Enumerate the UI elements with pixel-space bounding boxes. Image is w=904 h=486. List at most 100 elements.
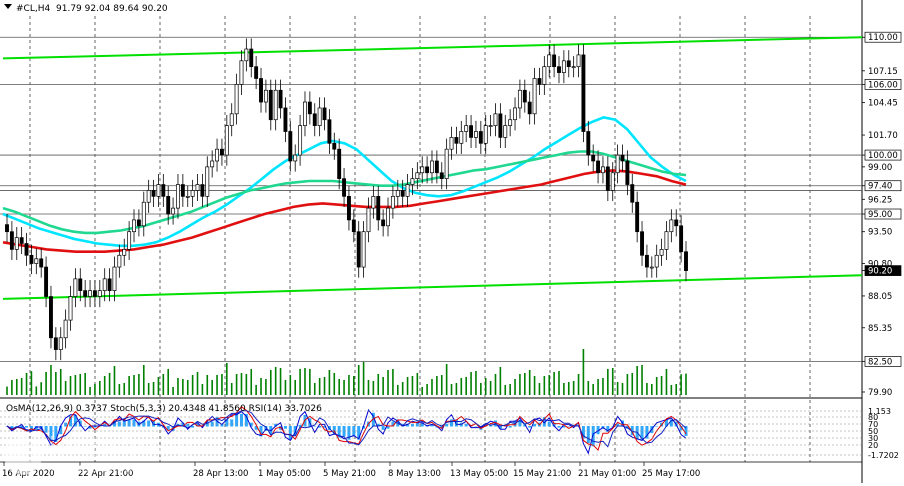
volume-bar <box>74 375 77 395</box>
osma-bar <box>83 426 87 427</box>
candle-body <box>532 78 537 115</box>
osma-bar <box>117 421 121 427</box>
volume-bar <box>216 375 218 395</box>
candle-body <box>591 154 596 162</box>
osma-bar <box>191 426 195 428</box>
osma-bar <box>669 419 673 427</box>
candle-body <box>654 254 659 268</box>
osma-bar <box>464 423 468 427</box>
price-tick-label: 93.50 <box>868 228 892 238</box>
volume-bar <box>519 374 521 395</box>
volume-bar <box>45 372 47 395</box>
volume-bar <box>20 378 23 395</box>
candle-body <box>132 219 136 233</box>
candle-body <box>669 219 674 233</box>
volume-bar <box>274 367 277 395</box>
volume-bar <box>118 384 121 395</box>
candle-body <box>9 231 14 250</box>
candle-body <box>576 54 581 68</box>
osma-bar <box>147 420 151 427</box>
candle-body <box>503 125 508 138</box>
time-tick-label: 5 May 21:00 <box>323 469 376 479</box>
candle-body <box>659 249 664 256</box>
volume-bar <box>436 376 438 395</box>
candle-body <box>581 54 586 132</box>
candle-body <box>395 190 400 197</box>
candle-body <box>288 131 293 162</box>
volume-bar <box>523 373 526 395</box>
candle-body <box>78 278 83 291</box>
candle-body <box>371 195 376 209</box>
osma-bar <box>450 419 454 427</box>
candle-body <box>522 89 527 103</box>
osma-bar <box>498 426 502 429</box>
osma-bar <box>152 420 156 427</box>
candle-body <box>552 54 557 68</box>
volume-bar <box>504 385 507 395</box>
candle-body <box>317 107 322 126</box>
time-tick-label: 15 May 21:00 <box>513 469 571 479</box>
candle-body <box>34 258 39 264</box>
time-tick-label: 22 Apr 21:00 <box>78 469 133 479</box>
candle-body <box>244 48 249 62</box>
sub-scale-label: 1.153 <box>868 407 891 416</box>
osma-bar <box>230 419 234 427</box>
candle-body <box>273 89 278 121</box>
osma-bar <box>630 426 634 436</box>
candle-body <box>53 337 58 350</box>
candle-body <box>454 137 459 144</box>
candle-body <box>517 89 522 109</box>
volume-bar <box>582 349 585 395</box>
volume-bar <box>665 369 668 395</box>
volume-bar <box>680 374 682 395</box>
candle-body <box>601 166 605 174</box>
ohlc-readout: 91.79 92.04 89.64 90.20 <box>56 4 168 14</box>
osma-bar <box>25 426 29 428</box>
candle-body <box>459 131 464 144</box>
time-tick-label: 21 May 01:00 <box>578 469 636 479</box>
candle-body <box>444 148 449 180</box>
candle-body <box>185 195 190 198</box>
candle-body <box>390 195 395 209</box>
volume-bar <box>142 365 145 395</box>
candle-body <box>39 258 44 268</box>
volume-bar <box>157 377 160 395</box>
osma-bar <box>371 412 375 427</box>
volume-bar <box>279 368 282 395</box>
osma-bar <box>489 424 493 427</box>
volume-bar <box>226 363 228 395</box>
volume-bar <box>636 366 638 395</box>
candle-body <box>278 89 283 109</box>
osma-bar <box>420 422 424 427</box>
candle-body <box>146 190 151 203</box>
volume-bar <box>602 378 604 395</box>
osma-bar <box>645 426 649 439</box>
volume-bar <box>440 375 443 395</box>
volume-bar <box>533 376 536 395</box>
volume-bar <box>563 383 565 395</box>
osma-bar <box>93 426 97 428</box>
volume-bar <box>84 373 86 395</box>
candle-body <box>356 231 361 268</box>
volume-bar <box>313 383 316 395</box>
osma-bar <box>518 419 522 427</box>
volume-bar <box>548 375 551 395</box>
volume-bar <box>59 369 62 395</box>
volume-bar <box>465 377 467 395</box>
candle-body <box>478 131 483 144</box>
volume-bar <box>177 378 179 395</box>
volume-bar <box>79 374 82 395</box>
chart-header: #CL,H4 91.79 92.04 89.64 90.20 OsMA(12,2… <box>4 4 322 414</box>
candle-body <box>386 207 390 227</box>
volume-bar <box>250 369 253 395</box>
candle-body <box>400 190 405 197</box>
candle-body <box>205 166 210 197</box>
candle-body <box>210 160 215 168</box>
volume-bar <box>362 362 365 395</box>
volume-bar <box>55 372 57 395</box>
symbol-dropdown-icon[interactable] <box>4 4 12 9</box>
volume-bar <box>470 372 472 395</box>
